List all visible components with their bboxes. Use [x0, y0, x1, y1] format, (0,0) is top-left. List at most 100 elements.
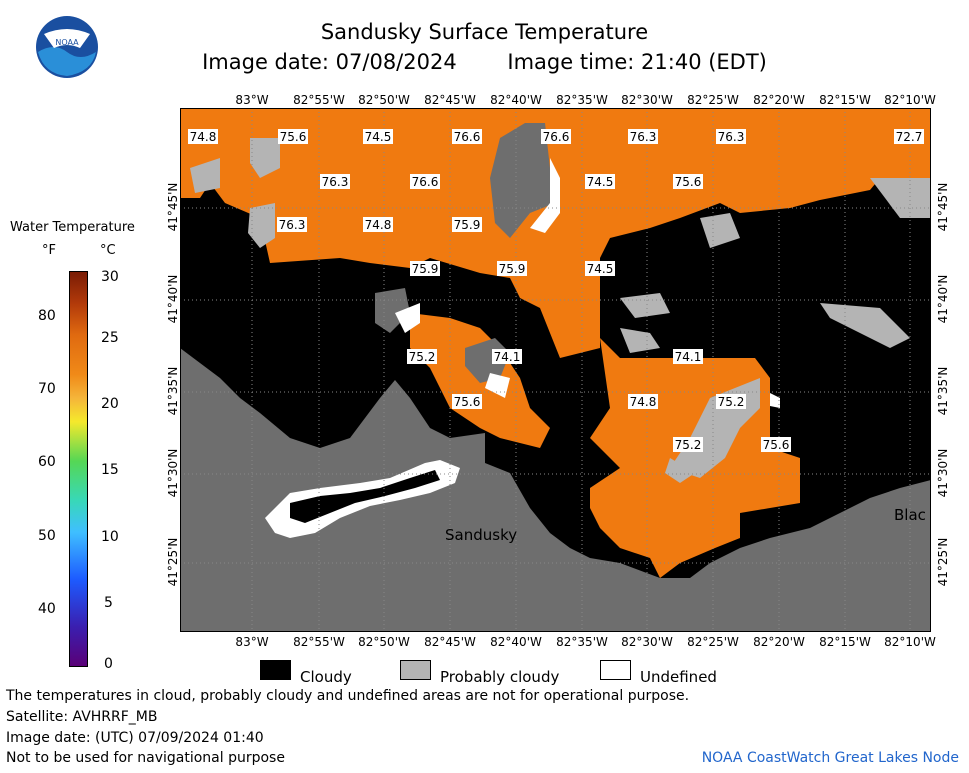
legend-title: Water Temperature [10, 220, 135, 235]
temperature-label-box [363, 129, 393, 144]
temperature-label-box [585, 261, 615, 276]
celsius-tick-label: 20 [101, 396, 119, 412]
latitude-tick-label: 41°25'N [936, 537, 950, 587]
temperature-label: 76.6 [543, 130, 570, 144]
temperature-label: 75.2 [675, 438, 702, 452]
land-area [180, 348, 931, 632]
temperature-label-box [716, 129, 746, 144]
longitude-tick-label: 82°50'W [358, 93, 410, 107]
longitude-tick-label: 82°25'W [687, 635, 739, 649]
latitude-tick-label: 41°30'N [936, 448, 950, 498]
temperature-label: 76.3 [279, 218, 306, 232]
key-cloudy-swatch [260, 660, 291, 680]
longitude-tick-label: 82°25'W [687, 93, 739, 107]
celsius-tick-label: 10 [101, 529, 119, 545]
key-probably-cloudy-swatch [400, 660, 431, 680]
sea-surface-temperature-map: 74.8 75.6 74.5 76.6 76.6 76.3 76.3 72.7 76.3 76.6… [180, 108, 931, 632]
longitude-tick-label: 82°35'W [556, 635, 608, 649]
temperature-label-box [410, 261, 440, 276]
longitude-tick-label: 83°W [235, 635, 269, 649]
temperature-label: 75.6 [763, 438, 790, 452]
longitude-tick-label: 82°20'W [753, 93, 805, 107]
longitude-tick-label: 82°40'W [490, 93, 542, 107]
warm-water-north [180, 108, 931, 358]
temperature-label: 76.6 [412, 175, 439, 189]
temperature-label: 75.9 [412, 262, 439, 276]
temperature-label-box [497, 261, 527, 276]
satellite-note: Satellite: AVHRRF_MB [6, 709, 158, 725]
latitude-tick-label: 41°45'N [166, 182, 180, 232]
latitude-tick-label: 41°40'N [936, 274, 950, 324]
temperature-label-box [628, 129, 658, 144]
longitude-tick-label: 82°15'W [819, 635, 871, 649]
temperature-label-box [452, 394, 482, 409]
latitude-tick-label: 41°30'N [166, 448, 180, 498]
temperature-label: 75.2 [409, 350, 436, 364]
celsius-tick-label: 5 [104, 595, 113, 611]
legend-unit-celsius: °C [100, 243, 116, 258]
noaa-logo-icon: NOAA [36, 16, 98, 78]
longitude-tick-label: 82°10'W [884, 635, 936, 649]
fahrenheit-tick-label: 60 [38, 454, 56, 470]
temperature-colorbar [69, 271, 88, 667]
map-title: Sandusky Surface Temperature [320, 20, 649, 44]
temperature-label: 74.1 [494, 350, 521, 364]
temperature-label-box [320, 174, 350, 189]
temperature-label-box [761, 437, 791, 452]
latitude-tick-label: 41°25'N [166, 537, 180, 587]
temperature-label-box [363, 217, 393, 232]
island-areas [375, 123, 555, 383]
temperature-label: 75.9 [454, 218, 481, 232]
sandusky-bay-inner [290, 470, 440, 523]
longitude-tick-label: 83°W [235, 93, 269, 107]
temperature-label: 72.7 [896, 130, 923, 144]
image-time: Image time: 21:40 (EDT) [507, 50, 767, 74]
celsius-tick-label: 30 [101, 269, 119, 285]
longitude-tick-label: 82°45'W [424, 635, 476, 649]
longitude-tick-label: 82°30'W [621, 93, 673, 107]
fahrenheit-tick-label: 50 [38, 528, 56, 544]
longitude-tick-label: 82°15'W [819, 93, 871, 107]
temperature-label-box [277, 217, 307, 232]
temperature-label-box [585, 174, 615, 189]
temperature-label: 74.1 [675, 350, 702, 364]
disclaimer-note: The temperatures in cloud, probably clou… [6, 688, 690, 704]
longitude-tick-label: 82°30'W [621, 635, 673, 649]
fahrenheit-tick-label: 80 [38, 308, 56, 324]
temperature-label-box [541, 129, 571, 144]
temperature-label: 74.8 [365, 218, 392, 232]
longitude-tick-label: 82°45'W [424, 93, 476, 107]
longitude-tick-label: 82°55'W [293, 93, 345, 107]
place-label-sandusky: Sandusky [445, 526, 517, 544]
temperature-label: 76.3 [322, 175, 349, 189]
temperature-label-box [673, 174, 703, 189]
key-undefined-label: Undefined [640, 668, 717, 686]
temperature-label: 75.9 [499, 262, 526, 276]
latitude-tick-label: 41°40'N [166, 274, 180, 324]
longitude-tick-label: 82°20'W [753, 635, 805, 649]
longitude-tick-label: 82°50'W [358, 635, 410, 649]
temperature-label-box [407, 349, 437, 364]
fahrenheit-tick-label: 40 [38, 601, 56, 617]
image-date: Image date: 07/08/2024 [202, 50, 457, 74]
temperature-label-box [452, 217, 482, 232]
longitude-tick-label: 82°10'W [884, 93, 936, 107]
temperature-label-box [716, 394, 746, 409]
navigation-note: Not to be used for navigational purpose [6, 750, 285, 766]
longitude-tick-label: 82°40'W [490, 635, 542, 649]
celsius-tick-label: 25 [101, 330, 119, 346]
latitude-tick-label: 41°35'N [936, 366, 950, 416]
place-label-blac: Blac [894, 506, 926, 524]
temperature-label-box [452, 129, 482, 144]
fahrenheit-tick-label: 70 [38, 381, 56, 397]
temperature-label-box [410, 174, 440, 189]
temperature-label-box [278, 129, 308, 144]
temperature-label: 74.5 [365, 130, 392, 144]
key-undefined-swatch [600, 660, 631, 680]
undefined-areas [395, 158, 780, 408]
temperature-label-box [673, 437, 703, 452]
temperature-label: 74.8 [190, 130, 217, 144]
temperature-label-box [894, 129, 924, 144]
celsius-tick-label: 15 [101, 462, 119, 478]
temperature-label: 74.5 [587, 262, 614, 276]
